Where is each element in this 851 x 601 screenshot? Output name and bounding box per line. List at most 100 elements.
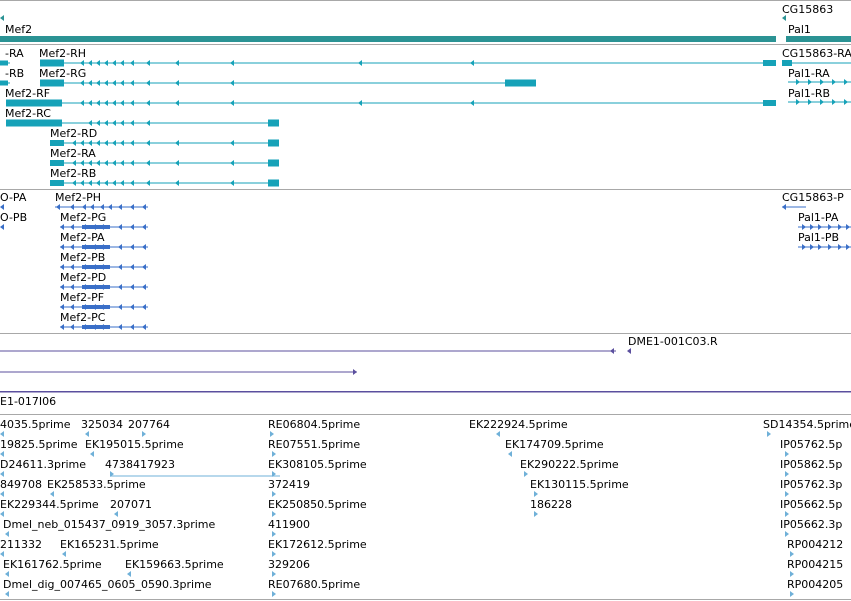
protein-direction-arrow[interactable] bbox=[70, 304, 74, 310]
transcript-direction-arrow[interactable] bbox=[104, 120, 108, 126]
transcript-direction-arrow[interactable] bbox=[130, 120, 134, 126]
est-label[interactable]: RE07680.5prime bbox=[268, 578, 361, 591]
protein-label[interactable]: Pal1-PA bbox=[798, 211, 839, 224]
est-glyph[interactable] bbox=[785, 491, 789, 497]
transcript-label[interactable]: Mef2-RF bbox=[5, 87, 51, 100]
protein-label[interactable]: Pal1-PB bbox=[798, 231, 840, 244]
transcript-direction-arrow[interactable] bbox=[104, 140, 108, 146]
est-glyph[interactable] bbox=[272, 451, 276, 457]
protein-direction-arrow[interactable] bbox=[82, 224, 86, 230]
est-label[interactable]: 849708 bbox=[0, 478, 42, 491]
protein-direction-arrow[interactable] bbox=[100, 264, 104, 270]
est-label[interactable]: SD14354.5prime bbox=[763, 418, 851, 431]
transcript-direction-arrow[interactable] bbox=[796, 99, 800, 105]
protein-direction-arrow[interactable] bbox=[118, 224, 122, 230]
transcript-label[interactable]: Pal1-RB bbox=[788, 87, 831, 100]
protein-direction-arrow[interactable] bbox=[100, 224, 104, 230]
transcript-exon[interactable] bbox=[50, 160, 64, 166]
transcript-direction-arrow[interactable] bbox=[175, 180, 179, 186]
protein-direction-arrow[interactable] bbox=[828, 244, 832, 250]
transcript-direction-arrow[interactable] bbox=[230, 60, 234, 66]
transcript-direction-arrow[interactable] bbox=[130, 60, 134, 66]
est-glyph[interactable] bbox=[785, 511, 789, 517]
protein-direction-arrow[interactable] bbox=[60, 324, 64, 330]
est-glyph[interactable] bbox=[272, 531, 276, 537]
est-glyph[interactable] bbox=[785, 471, 789, 477]
transcript-direction-arrow[interactable] bbox=[96, 120, 100, 126]
protein-direction-arrow[interactable] bbox=[142, 284, 146, 290]
protein-direction-arrow[interactable] bbox=[118, 204, 122, 210]
transcript-direction-arrow[interactable] bbox=[88, 80, 92, 86]
est-label[interactable]: 372419 bbox=[268, 478, 310, 491]
protein-direction-arrow[interactable] bbox=[82, 304, 86, 310]
transcript-direction-arrow[interactable] bbox=[120, 100, 124, 106]
protein-direction-arrow[interactable] bbox=[782, 204, 786, 210]
transcript-direction-arrow[interactable] bbox=[120, 160, 124, 166]
transcript-exon[interactable] bbox=[763, 60, 776, 66]
transcript-label[interactable]: Mef2-RG bbox=[39, 67, 87, 80]
protein-direction-arrow[interactable] bbox=[82, 244, 86, 250]
protein-direction-arrow[interactable] bbox=[838, 224, 842, 230]
protein-direction-arrow[interactable] bbox=[100, 244, 104, 250]
transcript-direction-arrow[interactable] bbox=[80, 180, 84, 186]
transcript-label[interactable]: CG15863-RA bbox=[782, 47, 851, 60]
est-glyph[interactable] bbox=[114, 511, 118, 517]
est-label[interactable]: EK165231.5prime bbox=[60, 538, 159, 551]
transcript-label[interactable]: Mef2-RD bbox=[50, 127, 98, 140]
transcript-direction-arrow[interactable] bbox=[175, 160, 179, 166]
transcript-exon[interactable] bbox=[40, 59, 64, 67]
transcript-direction-arrow[interactable] bbox=[175, 60, 179, 66]
transcript-direction-arrow[interactable] bbox=[112, 100, 116, 106]
transcript-direction-arrow[interactable] bbox=[72, 140, 76, 146]
protein-direction-arrow[interactable] bbox=[802, 244, 806, 250]
est-glyph[interactable] bbox=[5, 531, 9, 537]
est-label[interactable]: IP05662.5p bbox=[780, 498, 843, 511]
est-glyph[interactable] bbox=[50, 491, 54, 497]
est-glyph[interactable] bbox=[85, 431, 89, 437]
est-label[interactable]: 207071 bbox=[110, 498, 152, 511]
transcript-direction-arrow[interactable] bbox=[820, 79, 824, 85]
est-glyph[interactable] bbox=[767, 431, 771, 437]
protein-label[interactable]: Mef2-PG bbox=[60, 211, 107, 224]
protein-direction-arrow[interactable] bbox=[82, 264, 86, 270]
transcript-direction-arrow[interactable] bbox=[72, 160, 76, 166]
transcript-direction-arrow[interactable] bbox=[80, 160, 84, 166]
est-glyph[interactable] bbox=[0, 491, 4, 497]
est-glyph[interactable] bbox=[5, 571, 9, 577]
protein-direction-arrow[interactable] bbox=[92, 284, 96, 290]
transcript-direction-arrow[interactable] bbox=[146, 180, 150, 186]
protein-direction-arrow[interactable] bbox=[828, 224, 832, 230]
protein-direction-arrow[interactable] bbox=[60, 284, 64, 290]
transcript-direction-arrow[interactable] bbox=[796, 79, 800, 85]
transcript-direction-arrow[interactable] bbox=[820, 99, 824, 105]
protein-direction-arrow[interactable] bbox=[142, 264, 146, 270]
est-glyph[interactable] bbox=[0, 451, 4, 457]
protein-direction-arrow[interactable] bbox=[846, 224, 850, 230]
est-label[interactable]: 207764 bbox=[128, 418, 170, 431]
transcript-direction-arrow[interactable] bbox=[112, 120, 116, 126]
est-label[interactable]: EK161762.5prime bbox=[3, 558, 102, 571]
protein-direction-arrow[interactable] bbox=[82, 324, 86, 330]
est-glyph[interactable] bbox=[496, 431, 500, 437]
est-label[interactable]: D24611.3prime bbox=[0, 458, 87, 471]
protein-direction-arrow[interactable] bbox=[70, 284, 74, 290]
est-label[interactable]: EK130115.5prime bbox=[530, 478, 629, 491]
protein-direction-arrow[interactable] bbox=[130, 264, 134, 270]
est-glyph[interactable] bbox=[90, 451, 94, 457]
transcript-direction-arrow[interactable] bbox=[88, 100, 92, 106]
gene-glyph-mef2[interactable] bbox=[0, 36, 776, 42]
transcript-direction-arrow[interactable] bbox=[120, 140, 124, 146]
est-label[interactable]: 186228 bbox=[530, 498, 572, 511]
transcript-direction-arrow[interactable] bbox=[104, 180, 108, 186]
clone-direction-arrow[interactable] bbox=[353, 369, 357, 375]
protein-direction-arrow[interactable] bbox=[60, 244, 64, 250]
est-glyph[interactable] bbox=[142, 431, 146, 437]
protein-label[interactable]: Mef2-PB bbox=[60, 251, 106, 264]
transcript-direction-arrow[interactable] bbox=[230, 80, 234, 86]
est-label[interactable]: 4738417923 bbox=[105, 458, 175, 471]
protein-direction-arrow[interactable] bbox=[846, 244, 850, 250]
clone-label[interactable]: DME1-001C03.R bbox=[628, 335, 718, 348]
transcript-direction-arrow[interactable] bbox=[104, 80, 108, 86]
est-glyph[interactable] bbox=[272, 511, 276, 517]
transcript-direction-arrow[interactable] bbox=[175, 140, 179, 146]
